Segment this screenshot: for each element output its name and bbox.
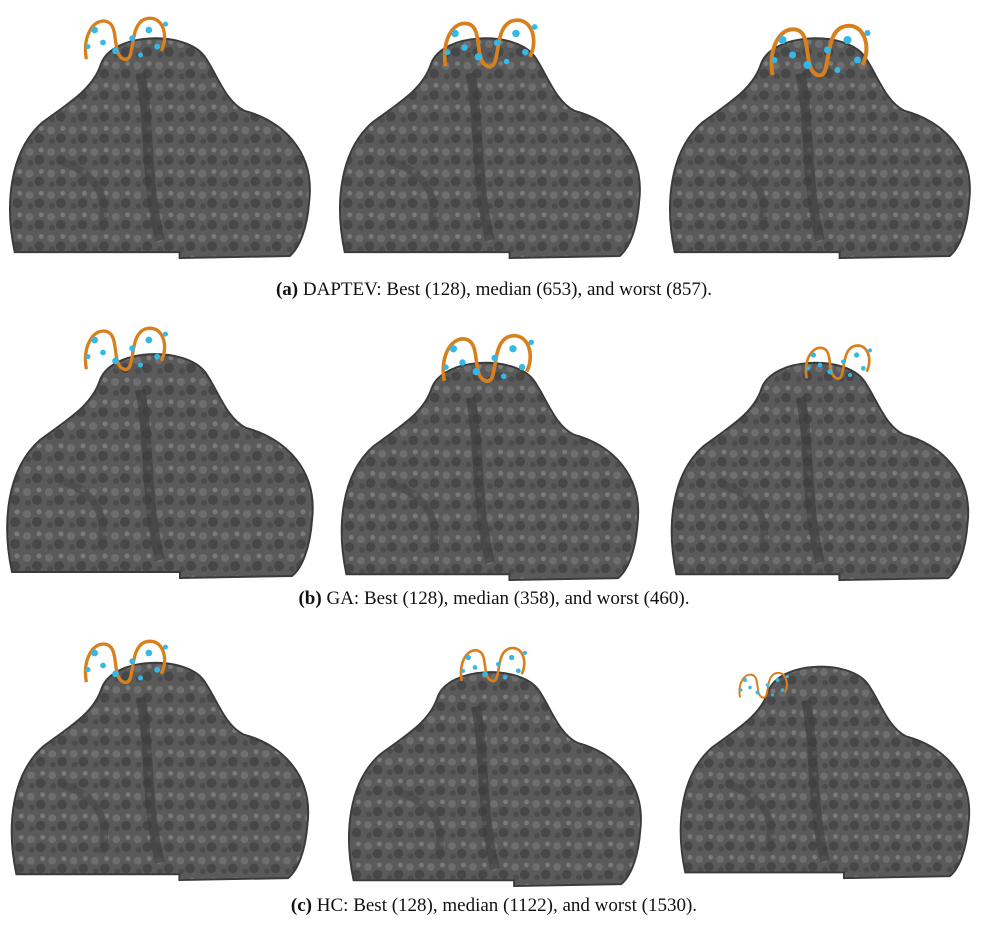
protein-surface xyxy=(12,663,308,880)
protein-surface xyxy=(340,38,640,258)
protein-surface xyxy=(7,354,312,578)
page: (a) DAPTEV: Best (128), median (653), an… xyxy=(0,0,988,928)
caption-text: GA: Best (128), median (358), and worst … xyxy=(326,588,689,609)
caption: (a) DAPTEV: Best (128), median (653), an… xyxy=(0,279,988,301)
caption-label: (a) xyxy=(276,279,298,300)
protein-surface xyxy=(349,672,641,886)
protein-surface xyxy=(342,363,638,580)
protein-surface xyxy=(681,667,970,878)
caption: (c) HC: Best (128), median (1122), and w… xyxy=(0,895,988,917)
protein-surface xyxy=(670,38,970,258)
caption-label: (b) xyxy=(298,588,321,609)
figure-images xyxy=(0,0,988,928)
caption-text: DAPTEV: Best (128), median (653), and wo… xyxy=(303,279,712,300)
caption-text: HC: Best (128), median (1122), and worst… xyxy=(317,895,697,916)
protein-surface xyxy=(10,38,310,258)
caption: (b) GA: Best (128), median (358), and wo… xyxy=(0,588,988,610)
protein-surface xyxy=(672,363,968,580)
caption-label: (c) xyxy=(291,895,312,916)
